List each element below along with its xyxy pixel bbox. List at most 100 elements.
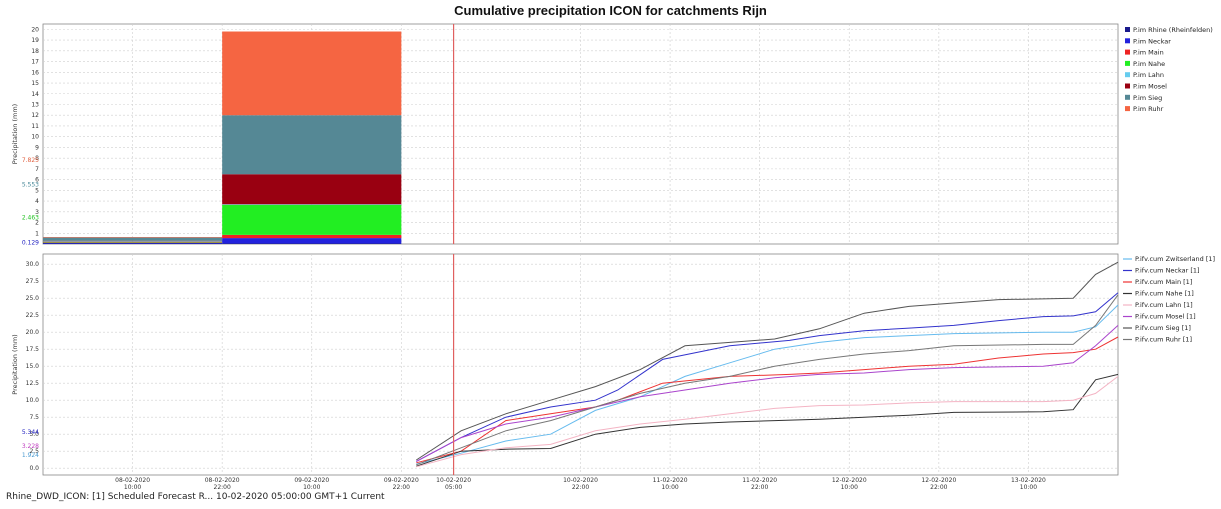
legend-label: P.ifv.cum Nahe [1]: [1135, 290, 1194, 298]
bar-segment: [222, 234, 402, 239]
y-tick-label: 1: [35, 230, 39, 237]
legend-label: P.im Mosel: [1133, 83, 1167, 91]
legend-label: P.ifv.cum Lahn [1]: [1135, 301, 1193, 309]
legend-label: P.im Lahn: [1133, 71, 1164, 79]
y-tick-label: 2: [35, 220, 39, 227]
x-tick-time: 22:00: [214, 484, 231, 491]
y-tick-label: 8: [35, 155, 39, 162]
y-marker-label: 3.228: [22, 443, 39, 450]
bar-segment: [43, 242, 223, 243]
legend-label: P.im Neckar: [1133, 37, 1171, 45]
x-tick-time: 22:00: [393, 484, 410, 491]
x-tick-date: 11-02-2020: [653, 477, 688, 484]
y-tick-label: 10.0: [26, 397, 40, 404]
x-tick-date: 09-02-2020: [384, 477, 419, 484]
bar-segment: [43, 240, 223, 242]
legends: P.im Rhine (Rheinfelden) P.im Neckar P.im …: [1123, 26, 1215, 344]
y-marker-label: 2.463: [22, 215, 39, 222]
x-tick-date: 11-02-2020: [742, 477, 777, 484]
x-tick-time: 22:00: [930, 484, 947, 491]
y-tick-label: 11: [31, 123, 39, 130]
y-marker-label: 7.825: [22, 157, 39, 164]
x-tick-time: 05:00: [445, 484, 462, 491]
bar-segment: [43, 237, 223, 238]
precipitation-bar-panel: 12345678910111213141516171819200.1292.46…: [11, 23, 1119, 247]
series-line: [416, 325, 1119, 462]
status-bar: Rhine_DWD_ICON: [1] Scheduled Forecast R…: [6, 492, 385, 502]
legend-label: P.ifv.cum Ruhr [1]: [1135, 336, 1192, 344]
x-tick-date: 12-02-2020: [832, 477, 867, 484]
y-tick-label: 2.5: [29, 448, 39, 455]
y-marker-label: 5.553: [22, 181, 39, 188]
legend-swatch: [1125, 94, 1130, 100]
legend-swatch: [1125, 49, 1130, 55]
bar-segment: [222, 174, 402, 205]
x-tick-date: 08-02-2020: [205, 477, 240, 484]
y-tick-label: 18: [31, 48, 39, 55]
chart-title: Cumulative precipitation ICON for catchm…: [454, 3, 767, 18]
series-line: [416, 336, 1119, 464]
legend-label: P.im Ruhr: [1133, 105, 1164, 113]
x-tick-time: 10:00: [661, 484, 678, 491]
bar-segment: [222, 31, 402, 116]
x-tick-time: 10:00: [841, 484, 858, 491]
y-tick-label: 20.0: [26, 329, 40, 336]
legend-swatch: [1125, 38, 1130, 44]
x-tick-date: 10-02-2020: [563, 477, 598, 484]
time-axis: 08-02-202010:0008-02-202022:0009-02-2020…: [115, 477, 1046, 491]
legend-label: P.ifv.cum Main [1]: [1135, 278, 1192, 286]
y-marker-label: 0.129: [22, 240, 39, 247]
y-tick-label: 27.5: [26, 278, 40, 285]
y-tick-label: 6: [35, 177, 39, 184]
y-axis-label: Precipitation (mm): [11, 104, 19, 164]
bar-segment: [222, 204, 402, 205]
bar-segment: [43, 241, 223, 243]
bar-segment: [43, 241, 223, 242]
x-tick-time: 10:00: [124, 484, 141, 491]
legend-label: P.ifv.cum Mosel [1]: [1135, 313, 1196, 321]
legend-swatch: [1125, 60, 1130, 66]
series-line: [416, 292, 1119, 462]
series-line: [416, 304, 1119, 465]
y-tick-label: 12: [31, 112, 39, 119]
series-line: [416, 376, 1119, 468]
x-tick-time: 10:00: [303, 484, 320, 491]
x-tick-time: 22:00: [751, 484, 768, 491]
legend-label: P.im Nahe: [1133, 60, 1165, 68]
y-tick-label: 7.5: [29, 414, 39, 421]
legend-label: P.ifv.cum Sieg [1]: [1135, 324, 1191, 332]
y-marker-label: 5.344: [22, 429, 39, 436]
y-tick-label: 5: [35, 187, 39, 194]
x-tick-date: 08-02-2020: [115, 477, 150, 484]
y-tick-label: 30.0: [26, 261, 40, 268]
legend-label: P.ifv.cum Zwitserland [1]: [1135, 255, 1215, 263]
y-marker-label: 1.924: [22, 452, 39, 459]
y-tick-label: 17.5: [26, 346, 40, 353]
legend-swatch: [1125, 83, 1130, 89]
x-tick-date: 13-02-2020: [1011, 477, 1046, 484]
y-tick-label: 4: [35, 198, 39, 205]
y-tick-label: 22.5: [26, 312, 40, 319]
legend-label: P.im Sieg: [1133, 94, 1162, 102]
y-tick-label: 19: [31, 37, 39, 44]
legend-swatch: [1125, 106, 1130, 112]
bar-segment: [43, 242, 223, 244]
legend-label: P.im Main: [1133, 49, 1164, 57]
legend-swatch: [1125, 72, 1130, 78]
x-tick-date: 09-02-2020: [294, 477, 329, 484]
x-tick-time: 22:00: [572, 484, 589, 491]
legend-label: P.im Rhine (Rheinfelden): [1133, 26, 1213, 34]
series-line: [416, 373, 1119, 467]
bar-segment: [43, 237, 223, 241]
bar-segment: [222, 243, 402, 244]
series-line: [416, 261, 1119, 461]
y-axis-label: Precipitation (mm): [11, 334, 19, 394]
y-tick-label: 0.0: [29, 465, 39, 472]
y-tick-label: 20: [31, 26, 39, 33]
chart-canvas: 12345678910111213141516171819200.1292.46…: [11, 23, 1215, 491]
bar-segment: [43, 243, 223, 244]
y-tick-label: 15.0: [26, 363, 40, 370]
cumulative-line-panel: 0.0 2.5 5.0 7.5 10.0 12.5 15.0 17.5 20.0 22.5 25.0…: [11, 253, 1119, 476]
bar-segment: [222, 238, 402, 244]
y-tick-label: 14: [31, 91, 39, 98]
